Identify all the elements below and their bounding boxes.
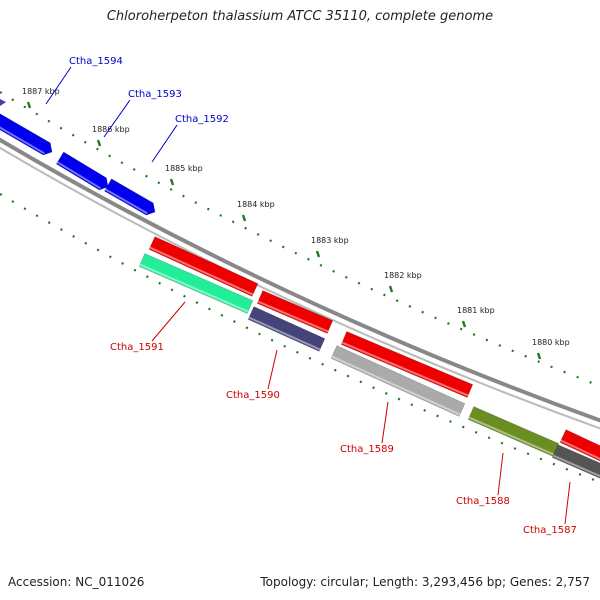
- reverse-gene-leader: [564, 481, 571, 525]
- reverse-gene-label[interactable]: Ctha_1589: [340, 444, 394, 455]
- kbp-major-tick: [241, 214, 247, 222]
- reverse-gene-bar: [551, 444, 600, 479]
- reverse-red-gene-bar: [148, 236, 259, 297]
- reverse-gene-label[interactable]: Ctha_1590: [226, 390, 280, 401]
- kbp-label: 1884 kbp: [237, 200, 275, 209]
- reverse-strand-genes: Ctha_1591 Ctha_1590 Ctha_1589 Ctha_1588 Ctha…: [110, 253, 600, 536]
- reverse-red-gene-bar-highlight: [149, 246, 254, 296]
- kbp-major-tick: [536, 352, 542, 360]
- forward-gene-label[interactable]: Ctha_1592: [175, 114, 229, 125]
- kbp-label: 1887 kbp: [22, 87, 60, 96]
- reverse-gene-bar: [330, 345, 466, 417]
- forward-gene-bar-highlight: [56, 161, 101, 190]
- reverse-gene-leader: [151, 301, 186, 342]
- forward-gene-label[interactable]: Ctha_1593: [128, 89, 182, 100]
- kbp-major-tick: [315, 250, 321, 258]
- kbp-label: 1886 kbp: [92, 125, 130, 134]
- reverse-red-gene-bar: [256, 290, 334, 334]
- reverse-gene-bar-highlight: [552, 454, 600, 478]
- reverse-gene-bar: [467, 406, 560, 457]
- kbp-label: 1880 kbp: [532, 338, 570, 347]
- reverse-gene-leader: [497, 452, 504, 496]
- kbp-major-tick: [96, 139, 102, 147]
- reverse-red-gene-bar: [559, 429, 600, 462]
- reverse-red-gene-bar-highlight: [257, 300, 329, 333]
- forward-gene-leader: [45, 66, 72, 105]
- kbp-scale: 1887 kbp 1886 kbp 1885 kbp 1884 kbp 1883 kbp…: [22, 87, 570, 360]
- map-title: Chloroherpeton thalassium ATCC 35110, co…: [106, 9, 494, 24]
- forward-gene-bar: [55, 151, 109, 191]
- backbone-inner: [0, 146, 600, 430]
- genome-summary-text: Topology: circular; Length: 3,293,456 bp…: [260, 575, 590, 589]
- kbp-label: 1882 kbp: [384, 271, 422, 280]
- reverse-gene-leader: [381, 401, 389, 444]
- forward-gene-bar: [0, 113, 53, 156]
- kbp-major-tick: [388, 285, 394, 293]
- accession-text: Accession: NC_011026: [8, 575, 145, 589]
- forward-gene-leader: [151, 124, 178, 163]
- reverse-gene-label[interactable]: Ctha_1591: [110, 342, 164, 353]
- forward-gene-bar-highlight: [0, 126, 45, 155]
- reverse-gene-bar: [247, 306, 326, 352]
- reverse-red-gene-bar-highlight: [560, 439, 600, 460]
- forward-gene-bar-highlight: [105, 188, 148, 215]
- kbp-major-tick: [169, 178, 175, 186]
- reverse-gene-leader: [267, 349, 278, 390]
- reverse-gene-bar: [138, 253, 254, 314]
- reverse-gene-bar-highlight: [248, 316, 321, 351]
- kbp-major-tick: [461, 320, 467, 328]
- kbp-major-tick: [26, 101, 32, 109]
- reverse-gene-bar-highlight: [139, 263, 249, 313]
- kbp-label: 1883 kbp: [311, 236, 349, 245]
- kbp-label: 1881 kbp: [457, 306, 495, 315]
- reverse-strand-red-genes: [148, 236, 600, 462]
- reverse-red-gene-bar-highlight: [341, 341, 469, 397]
- reverse-red-gene-bar: [340, 331, 474, 398]
- forward-gene-leader: [103, 99, 131, 138]
- backbone-outer: [0, 137, 600, 423]
- reverse-gene-bar-highlight: [331, 355, 461, 416]
- kbp-label: 1885 kbp: [165, 164, 203, 173]
- outer-dotted-ring: [0, 91, 600, 388]
- forward-gene-label[interactable]: Ctha_1594: [69, 56, 123, 67]
- offscreen-gene-stub: [0, 99, 6, 106]
- forward-gene-bar: [104, 178, 156, 216]
- reverse-gene-bar-highlight: [468, 416, 555, 456]
- reverse-gene-label[interactable]: Ctha_1587: [523, 525, 577, 536]
- reverse-gene-label[interactable]: Ctha_1588: [456, 496, 510, 507]
- forward-strand-genes: Ctha_1594 Ctha_1593 Ctha_1592: [0, 56, 229, 216]
